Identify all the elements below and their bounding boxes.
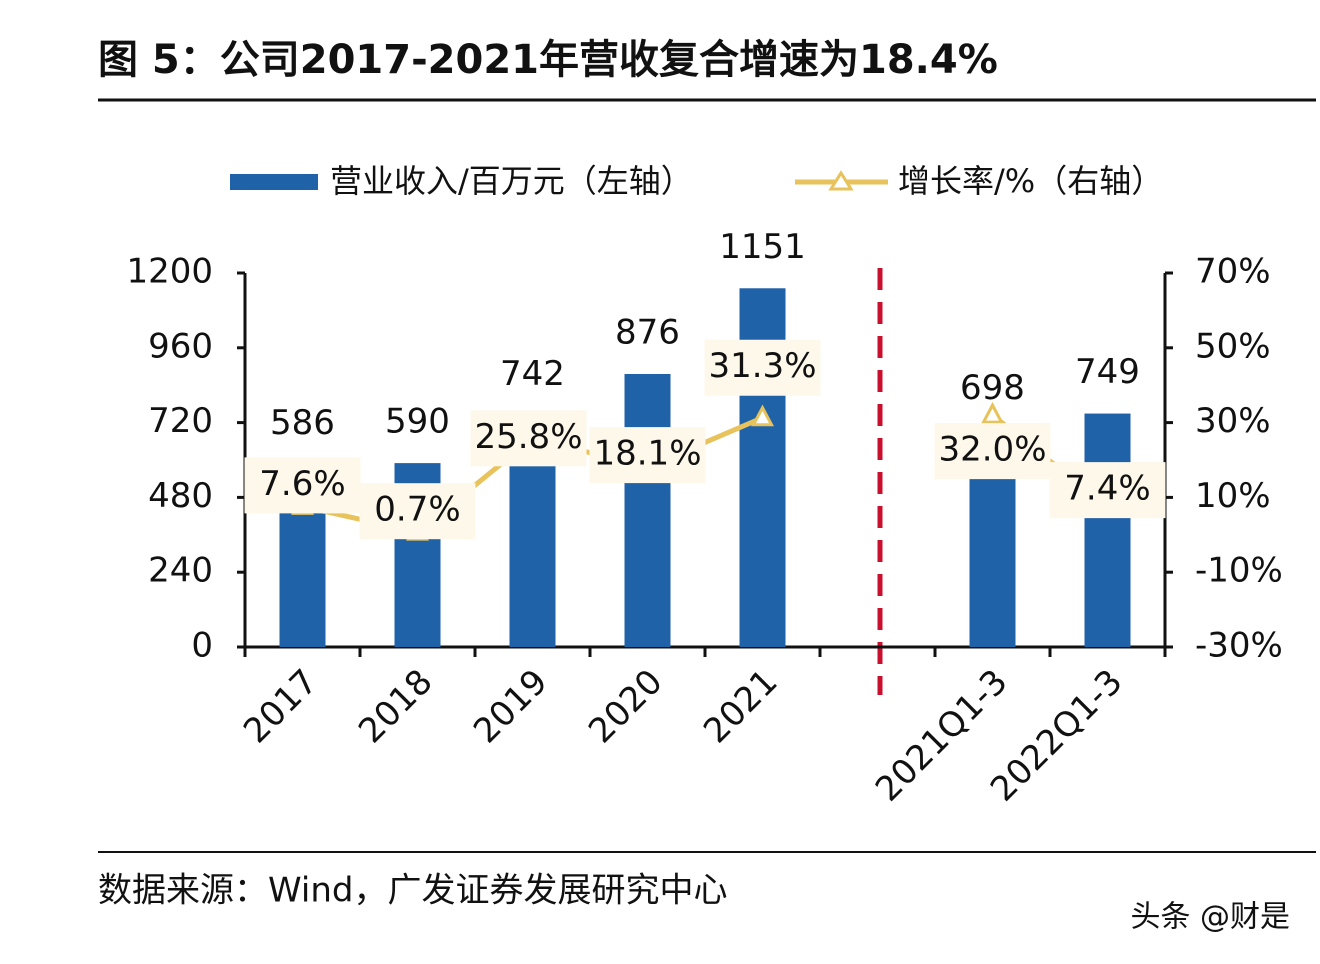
bar-label: 590 (385, 402, 450, 442)
y2-tick-label: 50% (1195, 326, 1271, 366)
y2-tick-label: 30% (1195, 401, 1271, 441)
label-box (934, 423, 1051, 480)
line-label: 7.6% (259, 464, 345, 504)
chart-title: 图 5：公司2017-2021年营收复合增速为18.4% (98, 37, 998, 83)
y2-tick-label: -30% (1195, 626, 1283, 666)
bar-label: 1151 (719, 227, 806, 267)
y-tick-label: 0 (191, 626, 213, 666)
legend-bar-swatch (230, 174, 318, 190)
bar-label: 749 (1075, 352, 1140, 392)
y2-tick-label: 10% (1195, 476, 1271, 516)
x-tick-label: 2019 (466, 662, 555, 751)
legend-label: 增长率/%（右轴） (898, 162, 1163, 200)
line-label: 0.7% (374, 490, 460, 530)
bar-label: 876 (615, 312, 680, 352)
y-tick-label: 480 (148, 476, 213, 516)
marker (981, 401, 1004, 424)
source: 数据来源：Wind，广发证券发展研究中心 (98, 871, 727, 911)
line-label: 18.1% (593, 434, 701, 474)
watermark: 头条 @财是 (1130, 900, 1290, 935)
label-box (470, 410, 587, 467)
line-label: 32.0% (938, 430, 1046, 470)
label-box (359, 483, 476, 540)
label-box (704, 339, 821, 396)
line-label: 31.3% (708, 346, 816, 386)
bar-label: 586 (270, 403, 335, 443)
y-tick-label: 1200 (126, 252, 213, 292)
marker (751, 404, 774, 427)
line-label: 25.8% (474, 417, 582, 457)
bar-label: 742 (500, 354, 565, 394)
y-tick-label: 240 (148, 551, 213, 591)
bar (624, 373, 671, 647)
y2-tick-label: -10% (1195, 551, 1283, 591)
x-tick-label: 2020 (581, 662, 670, 751)
x-tick-label: 2017 (236, 662, 325, 751)
label-box (1049, 462, 1166, 519)
label-box (589, 427, 706, 484)
line-label: 7.4% (1064, 469, 1150, 509)
x-tick-label: 2018 (351, 662, 440, 751)
label-box (244, 457, 361, 514)
x-tick-label: 2021 (696, 662, 785, 751)
legend-label: 营业收入/百万元（左轴） (330, 162, 693, 200)
y2-tick-label: 70% (1195, 252, 1271, 292)
bar (1084, 413, 1131, 647)
y-tick-label: 960 (148, 326, 213, 366)
y-tick-label: 720 (148, 401, 213, 441)
legend-marker (828, 170, 854, 191)
bar-label: 698 (960, 368, 1025, 408)
